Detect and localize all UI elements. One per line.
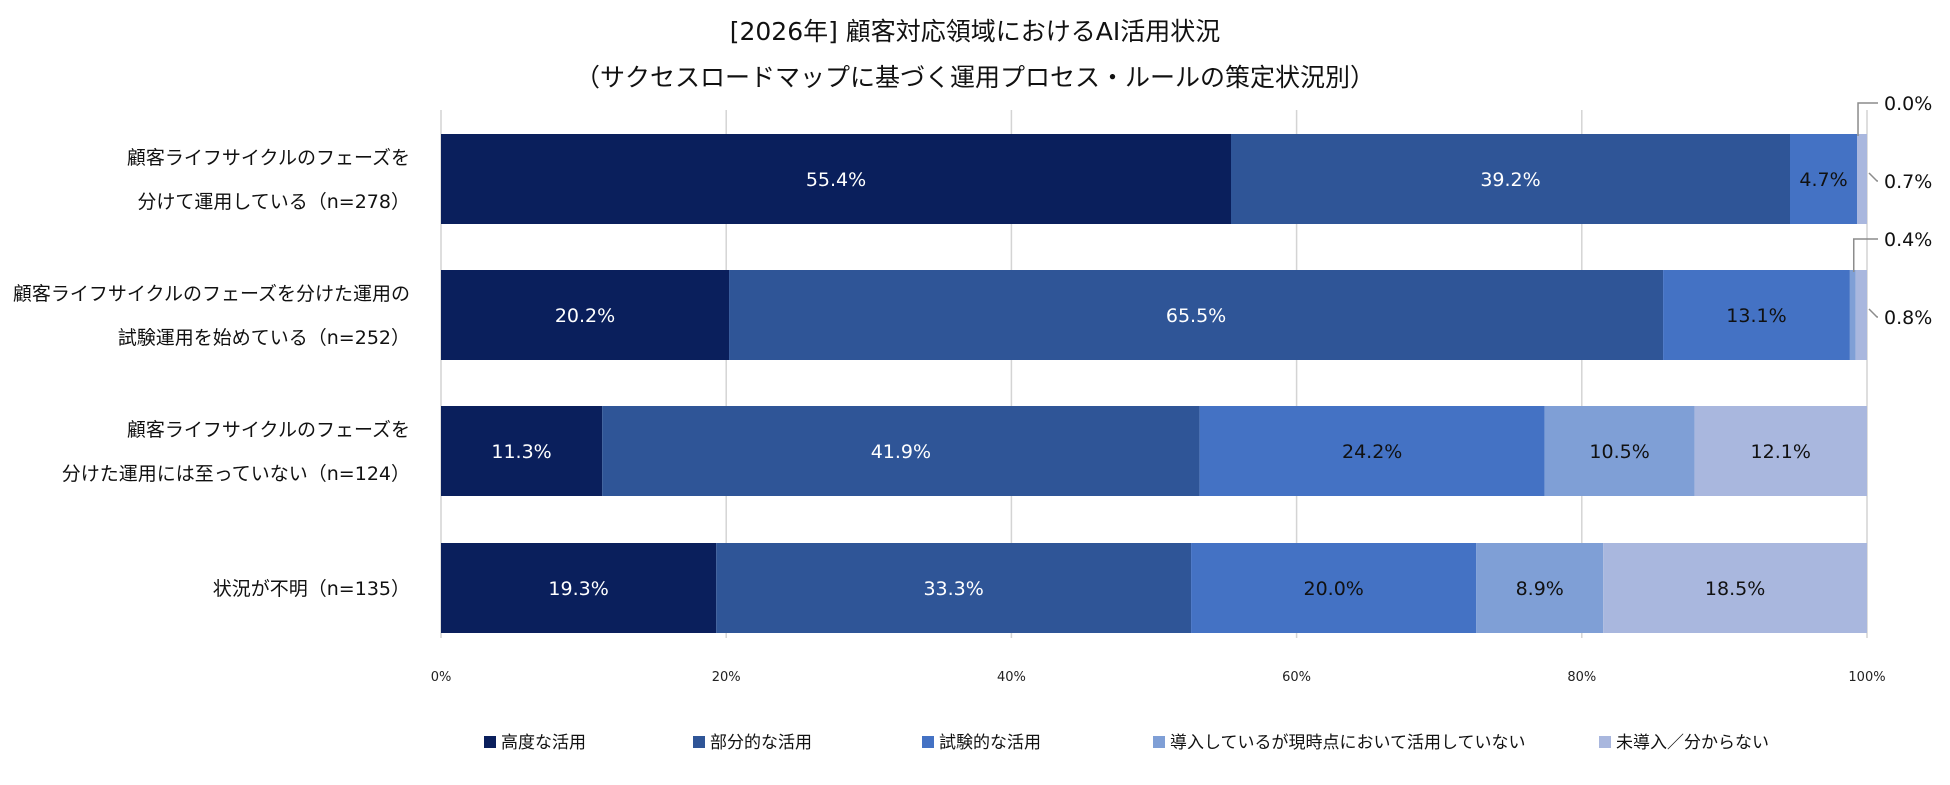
bar-segment: [1231, 134, 1790, 224]
chart-title-line-1: [2026年] 顧客対応領域におけるAI活用状況: [730, 17, 1221, 46]
callout-data-label: 0.0%: [1884, 93, 1932, 115]
callout-data-label: 0.7%: [1884, 171, 1932, 193]
data-label: 39.2%: [1480, 169, 1540, 191]
bar-segment: [716, 543, 1192, 633]
legend-swatch: [693, 736, 705, 748]
callout-layer: 0.0% 0.7% 0.4% 0.8%: [1852, 93, 1932, 329]
legend-label: 試験的な活用: [939, 733, 1041, 753]
bar-segment: [441, 406, 603, 496]
bar-segment: [1849, 270, 1856, 360]
bar-segment: [1199, 406, 1545, 496]
category-label: 顧客ライフサイクルのフェーズを分けた運用の: [13, 283, 410, 305]
legend: 高度な活用 部分的な活用 試験的な活用 導入しているが現時点において活用していない 未導…: [484, 733, 1769, 753]
callout-leader-line: [1868, 308, 1878, 318]
chart-title: [2026年] 顧客対応領域におけるAI活用状況 （サクセスロードマップに基づく運…: [575, 17, 1375, 92]
x-tick-label: 40%: [997, 670, 1026, 685]
bar-segment: [1789, 134, 1858, 224]
bar-segment: [1694, 406, 1867, 496]
legend-label: 部分的な活用: [710, 733, 812, 753]
callout-leader-line: [1857, 102, 1878, 136]
data-label: 65.5%: [1166, 305, 1226, 327]
callout-leader-line: [1868, 172, 1878, 182]
callout-leader-line: [1852, 238, 1878, 272]
bar-segment: [1663, 270, 1850, 360]
data-label: 33.3%: [923, 578, 983, 600]
x-tick-label: 0%: [431, 670, 452, 685]
callout-data-label: 0.4%: [1884, 229, 1932, 251]
bar-segment: [1857, 134, 1867, 224]
category-label: 顧客ライフサイクルのフェーズを: [127, 147, 410, 169]
data-label: 13.1%: [1726, 305, 1786, 327]
bar-segment: [602, 406, 1200, 496]
bar-segment: [1476, 543, 1604, 633]
data-label: 55.4%: [806, 169, 866, 191]
legend-swatch: [484, 736, 496, 748]
chart-title-line-2: （サクセスロードマップに基づく運用プロセス・ルールの策定状況別）: [575, 63, 1375, 92]
legend-swatch: [1599, 736, 1611, 748]
bar-segment: [1603, 543, 1867, 633]
bar-segment: [1191, 543, 1477, 633]
callout-data-label: 0.8%: [1884, 307, 1932, 329]
data-label: 41.9%: [871, 441, 931, 463]
data-label: 12.1%: [1751, 441, 1811, 463]
x-tick-label: 80%: [1567, 670, 1596, 685]
data-label: 18.5%: [1705, 578, 1765, 600]
x-tick-label: 20%: [712, 670, 741, 685]
data-label: 10.5%: [1589, 441, 1649, 463]
category-label: 状況が不明（n=135）: [213, 578, 410, 600]
bars-layer: [441, 134, 1867, 633]
category-labels-layer: 顧客ライフサイクルのフェーズを分けて運用している（n=278）顧客ライフサイクル…: [13, 147, 410, 600]
x-tick-labels-layer: 0% 20% 40% 60% 80% 100%: [431, 670, 1886, 685]
legend-label: 高度な活用: [501, 733, 586, 753]
legend-label: 導入しているが現時点において活用していない: [1170, 733, 1525, 753]
data-label: 11.3%: [491, 441, 551, 463]
bar-segment: [1544, 406, 1695, 496]
data-label: 24.2%: [1342, 441, 1402, 463]
x-tick-label: 100%: [1848, 670, 1885, 685]
legend-swatch: [922, 736, 934, 748]
category-label: 試験運用を始めている（n=252）: [118, 327, 410, 349]
data-label: 20.0%: [1303, 578, 1363, 600]
bar-segment: [441, 543, 717, 633]
bar-segment: [441, 134, 1232, 224]
bar-segment: [1855, 270, 1867, 360]
legend-swatch: [1153, 736, 1165, 748]
data-label: 19.3%: [548, 578, 608, 600]
category-label: 分けて運用している（n=278）: [137, 191, 410, 213]
bar-labels-layer: 55.4% 39.2% 4.7% 20.2% 65.5% 13.1% 11.3% 41.9% 2…: [491, 169, 1847, 600]
x-tick-label: 60%: [1282, 670, 1311, 685]
bar-segment: [729, 270, 1664, 360]
category-label: 顧客ライフサイクルのフェーズを: [127, 419, 410, 441]
legend-label: 未導入／分からない: [1616, 733, 1769, 753]
bar-segment: [441, 270, 730, 360]
data-label: 8.9%: [1516, 578, 1564, 600]
data-label: 4.7%: [1799, 169, 1847, 191]
category-label: 分けた運用には至っていない（n=124）: [62, 463, 410, 485]
data-label: 20.2%: [555, 305, 615, 327]
